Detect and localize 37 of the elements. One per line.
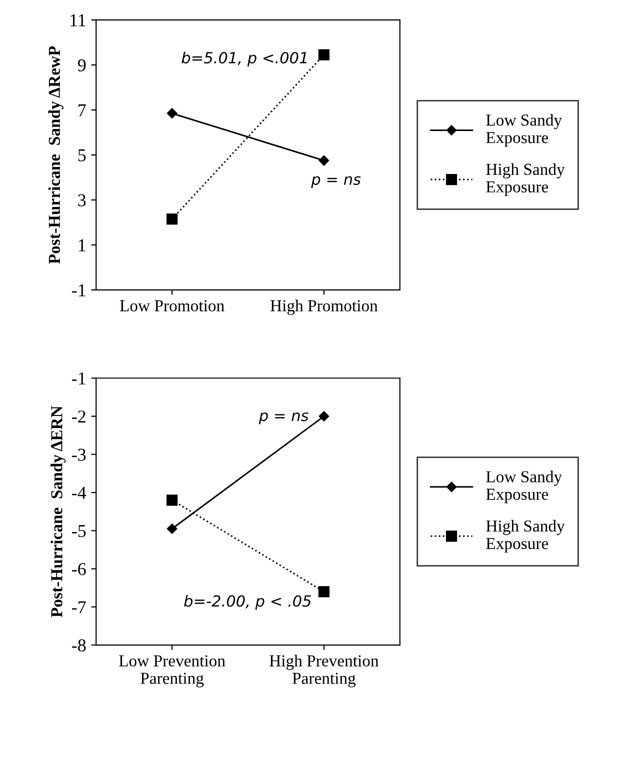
y-tick-label: -3 [72, 448, 86, 461]
y-tick-label: 9 [78, 59, 86, 72]
x-tick-label: Low Promotion [120, 300, 224, 312]
point [166, 524, 178, 534]
legend-label: High Sandy Exposure [486, 520, 565, 553]
annotation: b=-2.00, p < .05 [184, 594, 311, 610]
legend-label: Low Sandy Exposure [486, 470, 562, 504]
y-axis-title: Post-Hurricane Sandy ΔERN [50, 406, 66, 618]
annotation: b=5.01, p <.001 [182, 52, 306, 66]
y-tick-label: -2 [72, 410, 86, 423]
point [318, 49, 330, 60]
y-tick-label: -4 [72, 486, 86, 499]
y-tick-label: -1 [72, 372, 86, 384]
y-tick-label: -8 [72, 639, 86, 652]
y-tick-label: 7 [78, 104, 86, 116]
y-tick-label: 11 [70, 14, 86, 26]
y-tick-label: -1 [72, 284, 86, 296]
point [166, 494, 178, 506]
y-tick-label: -7 [72, 601, 86, 614]
legend-label: Low Sandy Exposure [486, 114, 562, 147]
y-tick-label: 5 [78, 149, 86, 162]
annotation: p = ns [311, 176, 361, 188]
point [166, 214, 178, 225]
point [318, 586, 330, 598]
point [318, 411, 330, 422]
point [166, 108, 178, 118]
x-tick-label: High Promotion [270, 300, 378, 315]
legend-label: High Sandy Exposure [486, 163, 565, 196]
x-tick-label: Low Prevention Parenting [119, 655, 226, 688]
annotation: p = ns [258, 412, 308, 424]
y-tick-label: 1 [78, 239, 86, 252]
y-tick-label: -5 [72, 525, 86, 538]
point [318, 155, 330, 166]
y-tick-label: -6 [72, 563, 86, 576]
y-axis-title: Post-Hurricane Sandy ΔRewP [48, 46, 64, 264]
y-tick-label: 3 [78, 194, 86, 206]
x-tick-label: High Prevention Parenting [270, 654, 379, 688]
